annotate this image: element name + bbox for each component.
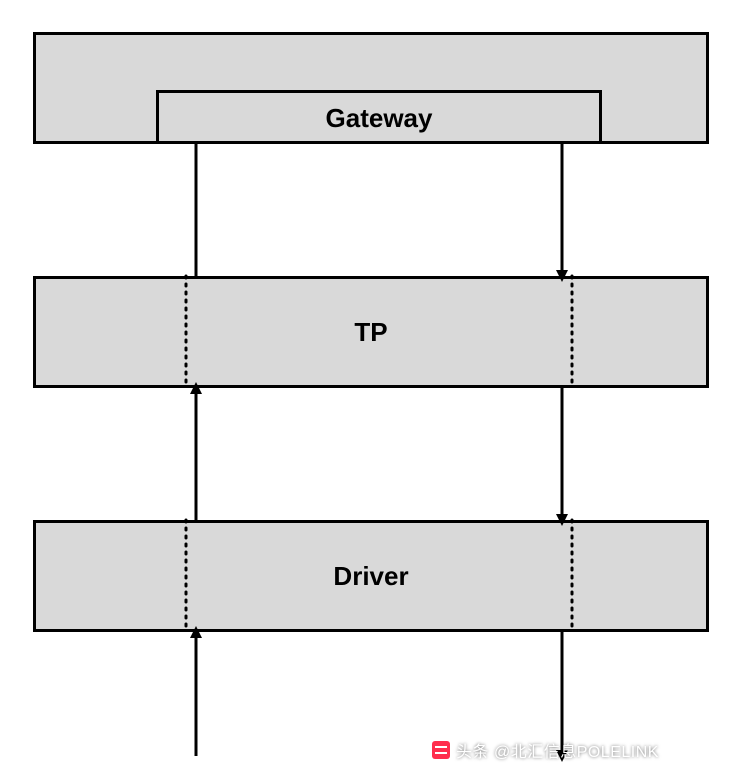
- toutiao-icon: [432, 741, 450, 759]
- arrow-lines: [196, 144, 562, 756]
- diagram-lines: [0, 0, 742, 768]
- dotted-lines: [186, 276, 572, 632]
- watermark: 头条 @北汇信息POLELINK: [432, 738, 659, 762]
- watermark-text: 头条 @北汇信息POLELINK: [456, 738, 659, 762]
- diagram-canvas: Gateway TP Driver 头条 @北汇信息POLELINK: [0, 0, 742, 768]
